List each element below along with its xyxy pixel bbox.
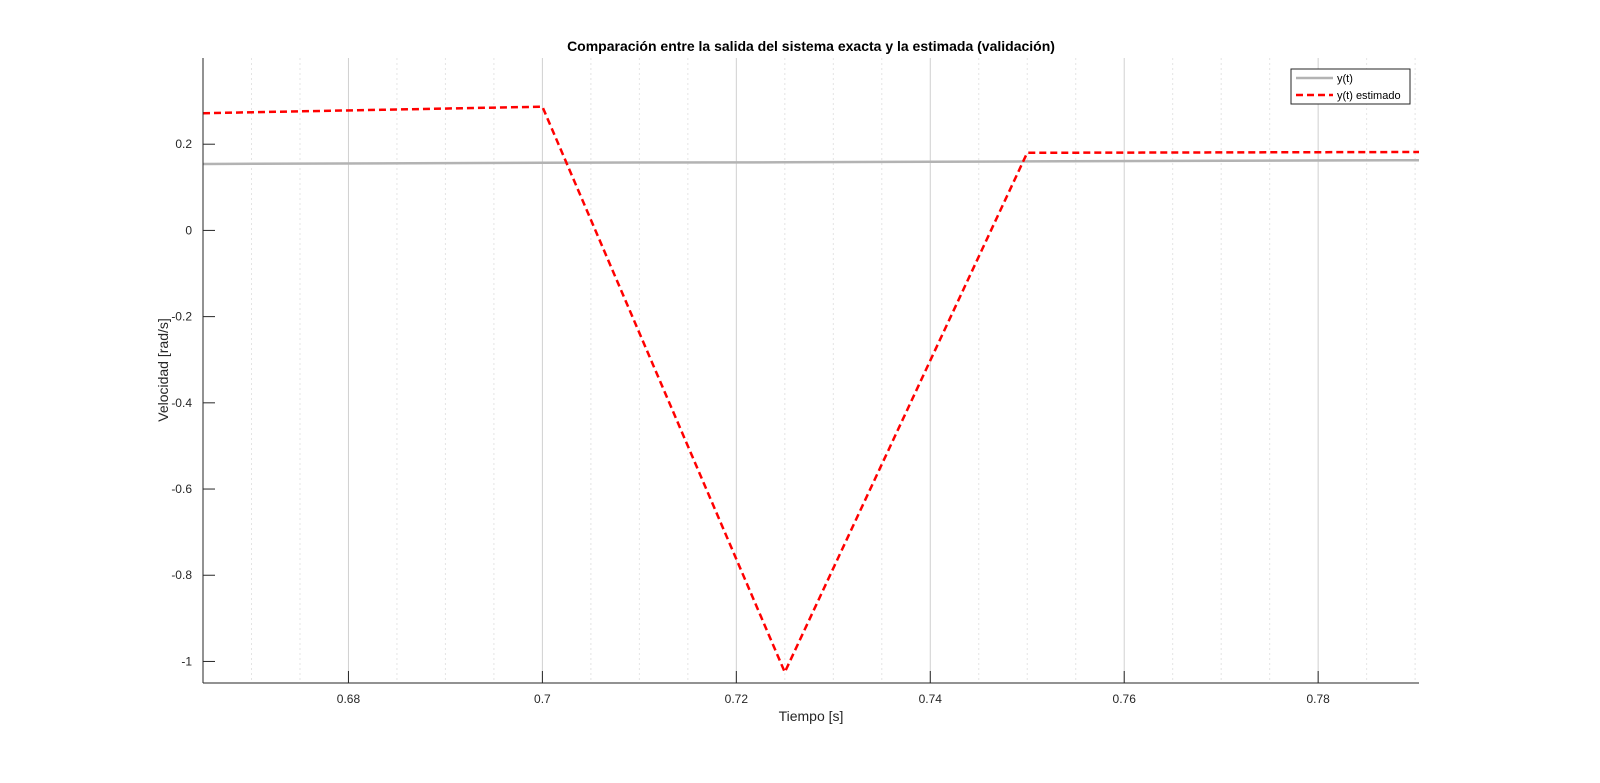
chart-title: Comparación entre la salida del sistema … [567, 38, 1055, 54]
y-tick-label: 0 [185, 223, 192, 237]
legend-label-y: y(t) [1337, 73, 1353, 85]
x-tick-label: 0.68 [337, 692, 361, 706]
y-tick-label: -1 [181, 654, 192, 668]
series-line-y-estimado [202, 105, 1420, 676]
y-tick-label: -0.8 [171, 568, 192, 582]
y-tick-label: -0.2 [171, 310, 192, 324]
legend: y(t) y(t) estimado [1290, 68, 1411, 105]
x-tick-label: 0.7 [534, 692, 551, 706]
y-tick-label: -0.4 [171, 396, 192, 410]
y-tick-label: -0.6 [171, 482, 192, 496]
x-tick-label: 0.72 [725, 692, 749, 706]
axes-layer [202, 58, 1419, 684]
x-tick-label: 0.76 [1113, 692, 1137, 706]
x-tick-label: 0.74 [919, 692, 943, 706]
series-line-y [202, 158, 1420, 166]
x-tick-label: 0.78 [1306, 692, 1330, 706]
legend-box [1290, 68, 1411, 105]
legend-label-y-estimado: y(t) estimado [1337, 90, 1401, 102]
y-axis-label: Velocidad [rad/s] [155, 318, 171, 422]
x-axis-label: Tiempo [s] [779, 708, 844, 724]
y-tick-label: 0.2 [175, 137, 192, 151]
series-layer [202, 105, 1420, 676]
ticks-layer: 0.68 0.7 0.72 0.74 0.76 0.78 -1 -0.8 -0.6 -0.4 -0.… [171, 137, 1330, 706]
grid-layer [250, 58, 1416, 683]
